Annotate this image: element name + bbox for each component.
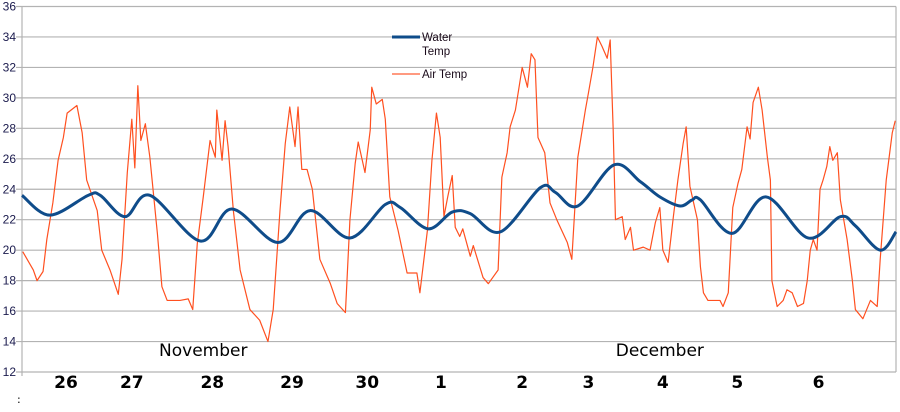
day-label: 28 (200, 373, 224, 393)
y-tick-label: 20 (3, 243, 17, 257)
day-label: 3 (582, 373, 594, 393)
day-label: 27 (120, 373, 144, 393)
x-axis-day-labels: 26 27 28 29 30 1 2 3 4 5 6 (54, 373, 824, 393)
y-tick-label: 26 (3, 152, 17, 166)
y-tick-label: 34 (3, 30, 17, 44)
y-tick-label: 28 (3, 121, 17, 135)
series-lines (21, 36, 898, 343)
y-tick-label: 22 (3, 213, 17, 227)
legend-water-label: Water (422, 32, 452, 44)
month-label: December (616, 341, 704, 361)
day-label: 29 (280, 373, 304, 393)
legend-air-label: Air Temp (422, 69, 467, 81)
day-label: 30 (355, 373, 379, 393)
legend-water-label: Temp (422, 46, 450, 58)
y-tick-label: 30 (3, 91, 17, 105)
y-tick-label: 18 (3, 274, 17, 288)
day-label: 6 (813, 373, 825, 393)
day-label: 5 (731, 373, 743, 393)
y-axis-ticks: 12 14 16 18 20 22 24 26 28 30 32 34 36 (3, 0, 17, 379)
y-tick-label: 12 (3, 365, 17, 379)
y-tick-label: 14 (3, 335, 17, 349)
y-tick-label: 32 (3, 60, 17, 74)
y-tick-label: 36 (3, 0, 17, 14)
legend: Water Temp Air Temp (392, 32, 467, 81)
water-temp-line (21, 162, 898, 252)
month-label: November (159, 341, 247, 361)
footnote-mark: : (17, 393, 21, 406)
air-temp-line (22, 36, 896, 343)
y-tick-label: 24 (3, 182, 17, 196)
month-labels: November December (159, 341, 704, 361)
day-label: 2 (516, 373, 528, 393)
day-label: 1 (435, 373, 447, 393)
day-label: 4 (657, 373, 669, 393)
gridlines (16, 5, 897, 376)
day-label: 26 (54, 373, 78, 393)
y-tick-label: 16 (3, 304, 17, 318)
